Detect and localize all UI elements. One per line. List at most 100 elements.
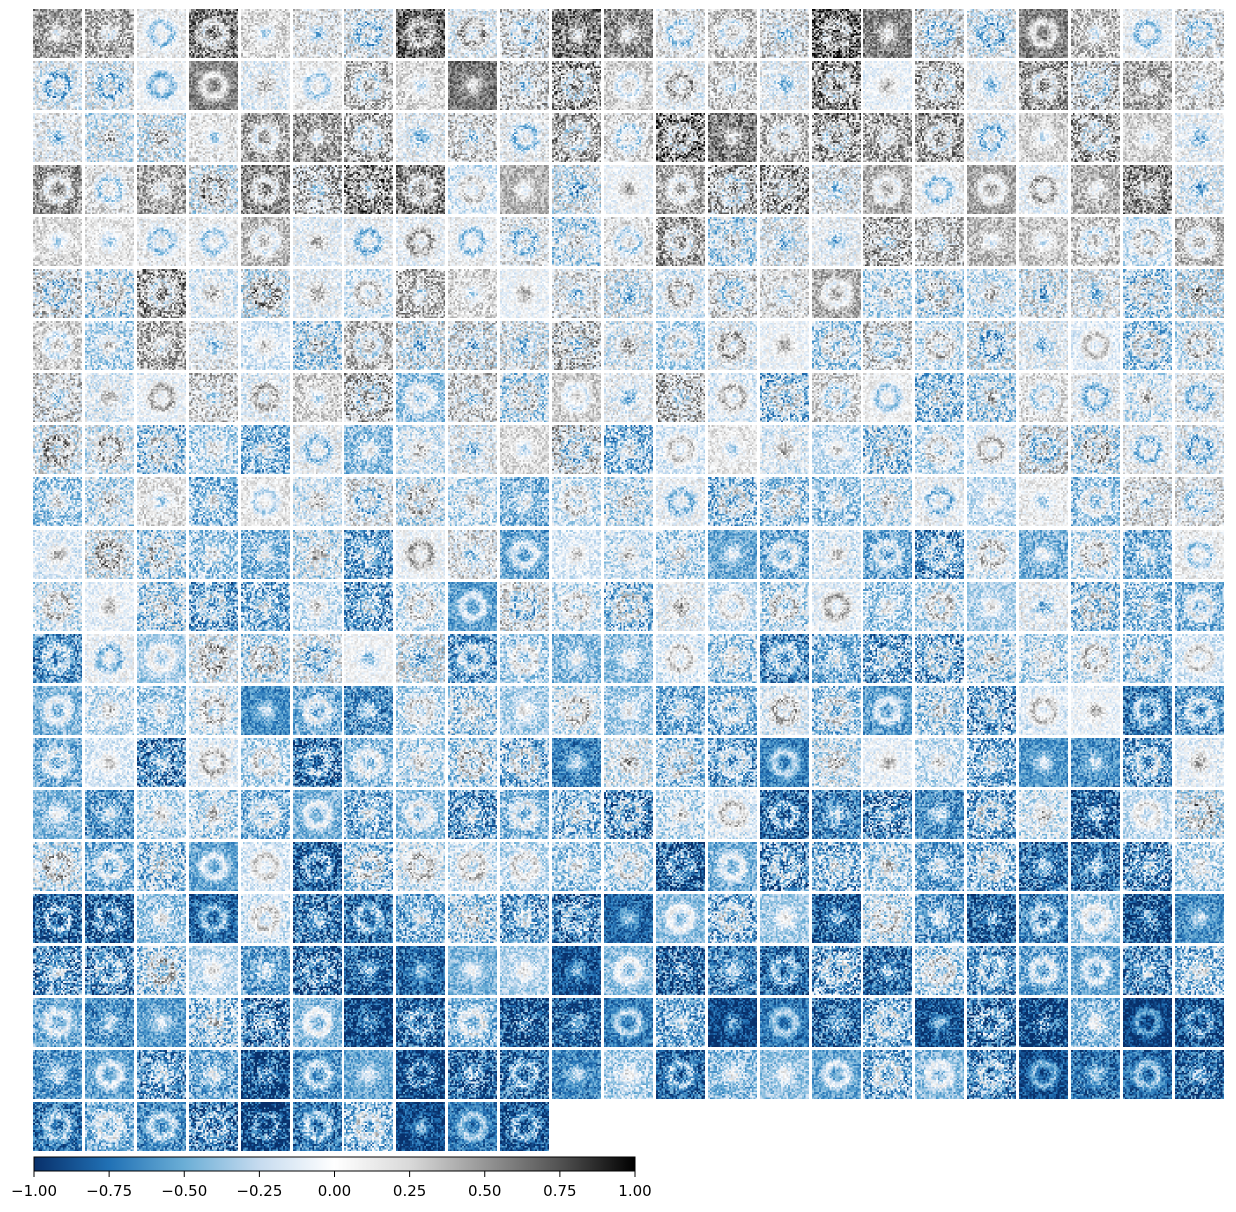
weight-panel: [448, 686, 497, 735]
weight-panel: [1175, 373, 1224, 422]
weight-panel: [656, 686, 705, 735]
weight-panel: [1175, 113, 1224, 162]
weight-panel: [1019, 217, 1068, 266]
weight-panel: [500, 582, 549, 631]
weight-panel: [85, 477, 134, 526]
weight-panel: [708, 269, 757, 318]
weight-panel: [137, 373, 186, 422]
weight-panel: [967, 165, 1016, 214]
weight-panel: [1019, 9, 1068, 58]
weight-panel: [33, 790, 82, 839]
weight-panel: [241, 9, 290, 58]
weight-panel: [552, 634, 601, 683]
weight-panel: [396, 738, 445, 787]
weight-panel: [760, 842, 809, 891]
weight-panel: [760, 738, 809, 787]
weight-panel: [448, 269, 497, 318]
weight-panel: [967, 9, 1016, 58]
weight-panel: [656, 425, 705, 474]
weight-panel: [1019, 61, 1068, 110]
weight-panel: [293, 61, 342, 110]
weight-panel: [33, 217, 82, 266]
weight-panel: [137, 530, 186, 579]
weight-panel: [85, 269, 134, 318]
weight-panel: [604, 113, 653, 162]
weight-panel: [760, 165, 809, 214]
weight-panel: [812, 946, 861, 995]
weight-panel: [552, 113, 601, 162]
weight-panel: [760, 9, 809, 58]
weight-panel: [500, 269, 549, 318]
weight-panel: [137, 1050, 186, 1099]
weight-panel: [812, 113, 861, 162]
weight-panel: [189, 477, 238, 526]
weight-panel: [448, 634, 497, 683]
weight-panel: [241, 425, 290, 474]
weight-panel: [1071, 373, 1120, 422]
weight-panel: [448, 582, 497, 631]
weight-panel: [1123, 61, 1172, 110]
colorbar-tick-label: −0.25: [236, 1182, 282, 1200]
weight-panel: [85, 217, 134, 266]
weight-panel: [1071, 790, 1120, 839]
weight-panel: [760, 373, 809, 422]
weight-panel: [344, 61, 393, 110]
weight-panel: [1019, 269, 1068, 318]
weight-panel: [396, 894, 445, 943]
weight-panel: [760, 1050, 809, 1099]
weight-panel: [1019, 477, 1068, 526]
weight-panel: [604, 425, 653, 474]
weight-panel: [1071, 1050, 1120, 1099]
weight-panel: [396, 113, 445, 162]
weight-panel: [812, 321, 861, 370]
weight-panel: [552, 425, 601, 474]
weight-panel: [85, 425, 134, 474]
weight-panel: [85, 998, 134, 1047]
weight-panel: [33, 842, 82, 891]
weight-panel: [396, 790, 445, 839]
weight-panel: [708, 373, 757, 422]
weight-panel: [500, 686, 549, 735]
weight-panel: [760, 113, 809, 162]
weight-panel: [863, 217, 912, 266]
weight-panel: [85, 530, 134, 579]
weight-panel: [863, 477, 912, 526]
weight-panel: [1175, 1050, 1224, 1099]
weight-panel: [189, 1102, 238, 1151]
weight-panel: [604, 217, 653, 266]
weight-panel: [344, 477, 393, 526]
weight-panel: [1019, 738, 1068, 787]
weight-panel: [812, 842, 861, 891]
weight-panel: [500, 1050, 549, 1099]
weight-panel: [1175, 946, 1224, 995]
weight-panel: [656, 946, 705, 995]
weight-panel: [500, 113, 549, 162]
weight-panel: [915, 530, 964, 579]
weight-panel: [863, 61, 912, 110]
weight-panel: [760, 946, 809, 995]
weight-panel: [760, 894, 809, 943]
weight-panel: [967, 425, 1016, 474]
weight-panel: [1123, 894, 1172, 943]
weight-panel: [863, 842, 912, 891]
weight-panel: [500, 842, 549, 891]
weight-panel: [396, 269, 445, 318]
weight-panel: [915, 842, 964, 891]
weight-panel: [604, 582, 653, 631]
weight-panel: [656, 790, 705, 839]
weight-panel: [1123, 1050, 1172, 1099]
weight-panel: [137, 321, 186, 370]
weight-panel: [656, 269, 705, 318]
weight-panel: [293, 738, 342, 787]
weight-panel: [344, 217, 393, 266]
weight-panel: [189, 530, 238, 579]
colorbar: −1.00 −0.75 −0.50 −0.25 0.00 0.25 0.50 0.75 1.00: [11, 1156, 652, 1200]
weight-panel: [344, 530, 393, 579]
weight-panel: [915, 582, 964, 631]
weight-panel: [760, 425, 809, 474]
weight-panel: [448, 946, 497, 995]
weight-panel: [967, 790, 1016, 839]
weight-panel: [760, 790, 809, 839]
weight-panel: [552, 165, 601, 214]
colorbar-tick-label: 0.75: [543, 1182, 576, 1200]
